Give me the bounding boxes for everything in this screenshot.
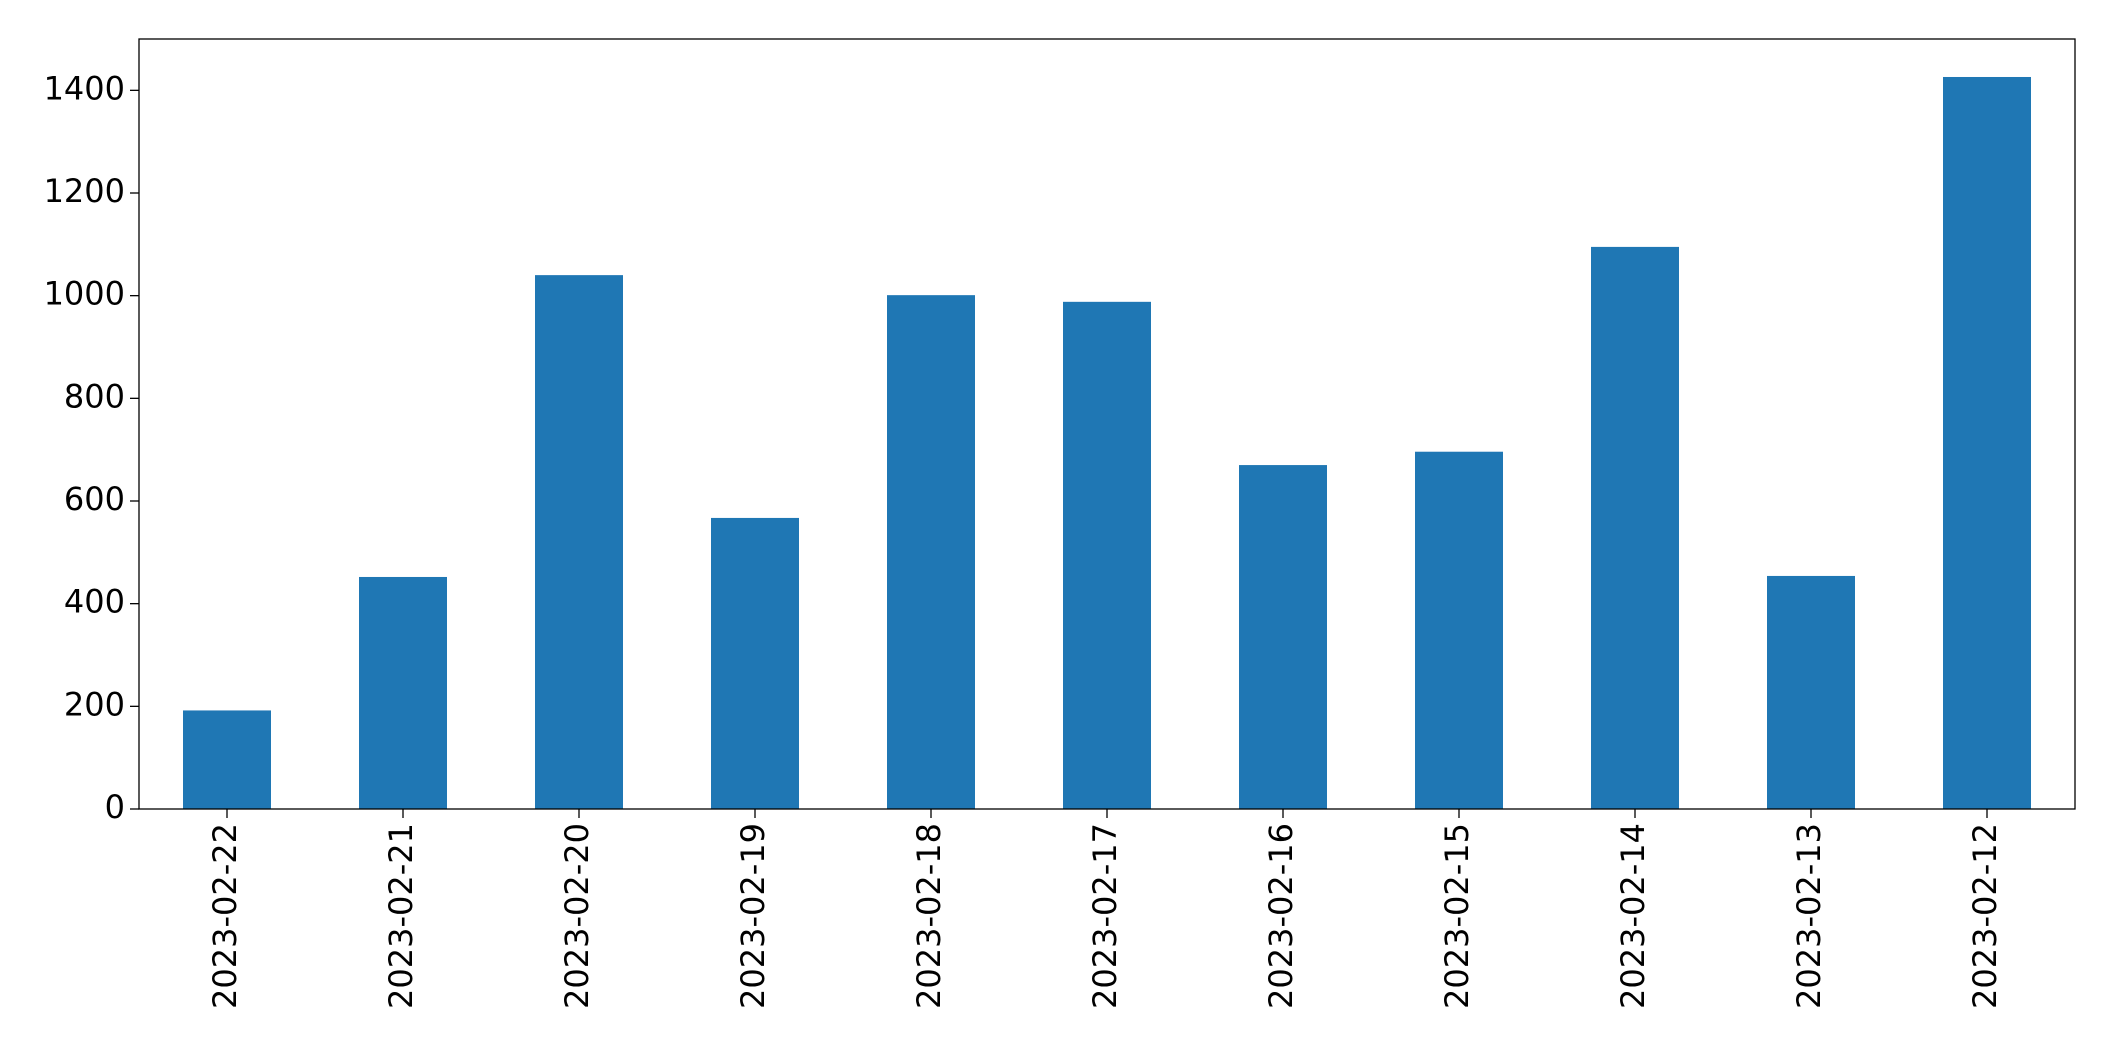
x-tick-label: 2023-02-18 <box>910 823 948 1009</box>
x-tick-label: 2023-02-13 <box>1790 823 1828 1009</box>
y-tick-label: 0 <box>105 788 125 826</box>
bar <box>359 576 447 809</box>
bar <box>887 295 975 809</box>
bar <box>1591 246 1679 809</box>
y-tick-label: 1400 <box>44 69 125 107</box>
y-tick-label: 600 <box>64 480 125 518</box>
x-tick-label: 2023-02-12 <box>1966 823 2004 1009</box>
x-tick-label: 2023-02-15 <box>1438 823 1476 1009</box>
x-tick-label: 2023-02-14 <box>1614 823 1652 1009</box>
y-tick-label: 1200 <box>44 172 125 210</box>
x-tick-label: 2023-02-20 <box>558 823 596 1009</box>
bar <box>1415 451 1503 809</box>
x-tick-label: 2023-02-19 <box>734 823 772 1009</box>
bar <box>535 275 623 810</box>
y-tick-label: 800 <box>64 377 125 415</box>
bar <box>1943 76 2031 809</box>
x-tick-label: 2023-02-16 <box>1262 823 1300 1009</box>
x-tick-label: 2023-02-21 <box>382 823 420 1009</box>
y-tick-label: 400 <box>64 583 125 621</box>
bar <box>711 517 799 809</box>
plot-frame <box>138 38 2076 810</box>
bar <box>1239 465 1327 809</box>
bar <box>1063 301 1151 809</box>
x-tick-label: 2023-02-17 <box>1086 823 1124 1009</box>
y-tick-label: 200 <box>64 685 125 723</box>
y-tick-label: 1000 <box>44 275 125 313</box>
bar <box>183 710 271 809</box>
bar <box>1767 575 1855 809</box>
x-tick-label: 2023-02-22 <box>206 823 244 1009</box>
